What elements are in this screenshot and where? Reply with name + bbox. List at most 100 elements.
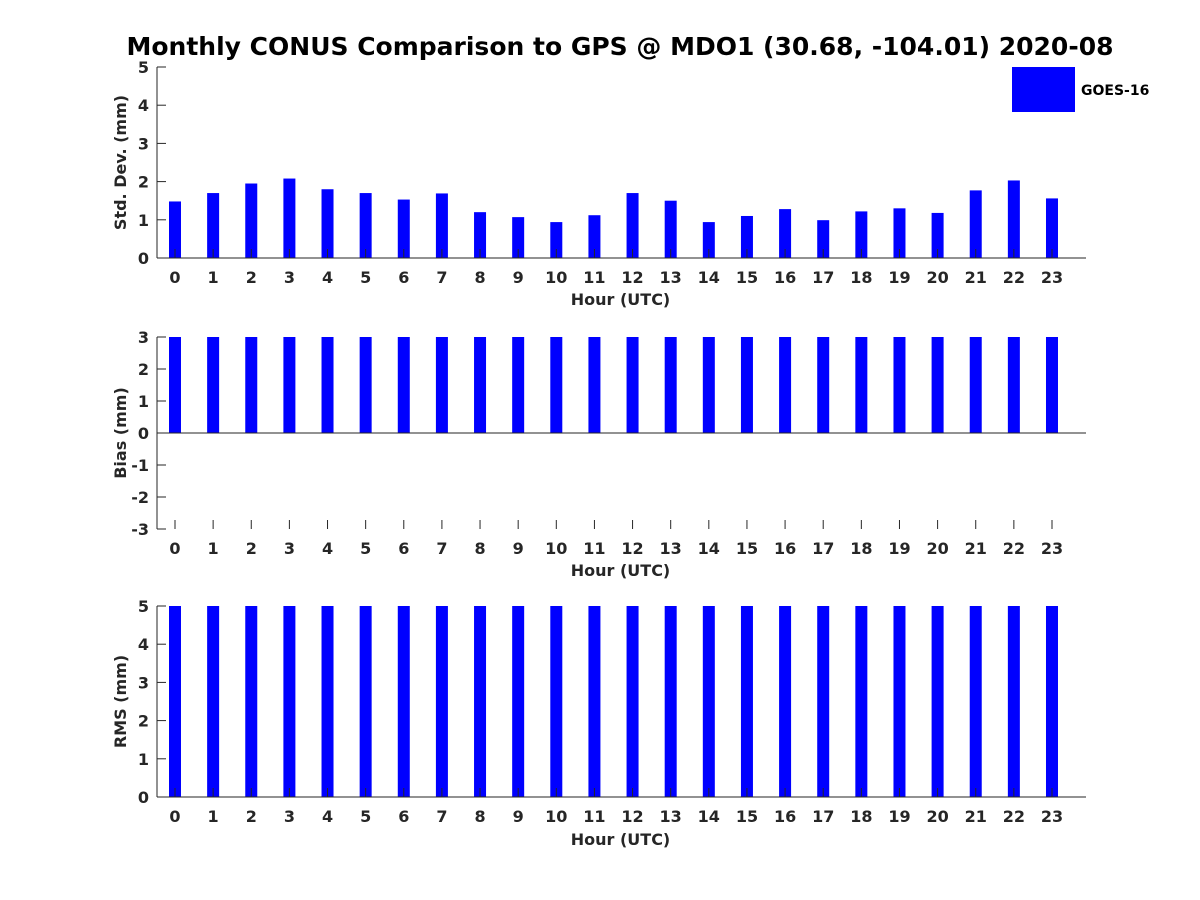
legend-label: GOES-16 (1081, 83, 1149, 99)
y-axis-label: Std. Dev. (mm) (111, 95, 130, 230)
bar-hour-9 (512, 337, 525, 433)
x-tick-label: 17 (812, 539, 834, 558)
x-tick-label: 19 (888, 268, 910, 287)
x-tick-label: 19 (888, 807, 910, 826)
bar-hour-10 (550, 222, 563, 258)
x-tick-label: 21 (965, 268, 987, 287)
x-tick-label: 12 (621, 807, 643, 826)
x-tick-label: 8 (474, 268, 485, 287)
x-tick-label: 12 (621, 539, 643, 558)
legend: GOES-16 (1012, 67, 1149, 112)
bar-hour-6 (397, 337, 410, 433)
bar-hour-10 (550, 337, 563, 433)
x-tick-label: 0 (169, 807, 180, 826)
y-tick-label: 5 (138, 58, 149, 77)
x-tick-label: 5 (360, 268, 371, 287)
bar-hour-5 (359, 337, 372, 433)
y-tick-label: 3 (138, 673, 149, 692)
y-tick-label: 0 (138, 788, 149, 807)
bar-hour-1 (207, 193, 220, 258)
y-tick-label: 3 (138, 134, 149, 153)
x-tick-label: 23 (1041, 539, 1063, 558)
bar-hour-5 (359, 193, 372, 258)
y-tick-label: 5 (138, 597, 149, 616)
bar-hour-14 (702, 337, 715, 433)
bar-hour-16 (779, 606, 792, 797)
bar-hour-15 (740, 215, 753, 258)
x-axis-label: Hour (UTC) (571, 290, 671, 309)
x-tick-label: 7 (436, 539, 447, 558)
bar-hour-3 (283, 337, 296, 433)
x-tick-label: 10 (545, 539, 567, 558)
bar-hour-6 (397, 606, 410, 797)
x-tick-label: 9 (513, 268, 524, 287)
bar-hour-22 (1007, 337, 1020, 433)
bar-hour-0 (169, 606, 181, 797)
bar-hour-18 (855, 337, 868, 433)
x-tick-label: 8 (474, 539, 485, 558)
x-tick-label: 13 (660, 268, 682, 287)
x-tick-label: 23 (1041, 268, 1063, 287)
x-tick-label: 5 (360, 539, 371, 558)
x-tick-label: 22 (1003, 539, 1025, 558)
y-tick-label: 4 (138, 96, 149, 115)
x-tick-label: 18 (850, 807, 872, 826)
x-tick-label: 20 (926, 268, 948, 287)
bar-hour-9 (512, 606, 525, 797)
y-axis-label: RMS (mm) (111, 655, 130, 748)
y-tick-label: 3 (138, 328, 149, 347)
bar-hour-11 (588, 606, 601, 797)
x-tick-label: 2 (246, 268, 257, 287)
x-tick-label: 15 (736, 807, 758, 826)
y-tick-label: 1 (138, 392, 149, 411)
bar-hour-9 (512, 217, 525, 258)
bar-hour-19 (893, 208, 906, 258)
x-tick-label: 0 (169, 268, 180, 287)
bar-hour-21 (969, 337, 982, 433)
y-tick-label: 0 (138, 424, 149, 443)
bar-hour-2 (245, 337, 258, 433)
bar-hour-18 (855, 211, 868, 258)
bar-hour-8 (474, 606, 487, 797)
bar-hour-21 (969, 606, 982, 797)
bar-hour-8 (474, 337, 487, 433)
y-tick-label: 2 (138, 712, 149, 731)
bar-hour-17 (817, 606, 830, 797)
legend-swatch (1012, 67, 1075, 112)
x-tick-label: 17 (812, 807, 834, 826)
x-tick-label: 20 (926, 539, 948, 558)
x-tick-label: 21 (965, 807, 987, 826)
x-tick-label: 8 (474, 807, 485, 826)
bar-hour-7 (435, 193, 448, 258)
bar-hour-20 (931, 606, 944, 797)
bar-hour-7 (435, 337, 448, 433)
x-tick-label: 10 (545, 807, 567, 826)
bar-hour-2 (245, 606, 258, 797)
x-tick-label: 13 (660, 539, 682, 558)
x-tick-label: 6 (398, 807, 409, 826)
bar-hour-7 (435, 606, 448, 797)
bar-hour-14 (702, 222, 715, 258)
y-tick-label: -3 (131, 520, 149, 539)
x-tick-label: 16 (774, 807, 796, 826)
bar-hour-3 (283, 178, 296, 258)
x-tick-label: 1 (208, 807, 219, 826)
bar-hour-19 (893, 606, 906, 797)
x-tick-label: 4 (322, 539, 333, 558)
x-tick-label: 18 (850, 539, 872, 558)
bar-hour-20 (931, 212, 944, 258)
x-tick-label: 11 (583, 268, 605, 287)
x-tick-label: 2 (246, 539, 257, 558)
x-tick-label: 11 (583, 807, 605, 826)
bar-hour-4 (321, 337, 334, 433)
y-tick-label: -1 (131, 456, 149, 475)
bar-hour-15 (740, 337, 753, 433)
bar-hour-11 (588, 215, 601, 258)
bar-hour-2 (245, 183, 258, 258)
bar-hour-8 (474, 212, 487, 258)
x-tick-label: 10 (545, 268, 567, 287)
